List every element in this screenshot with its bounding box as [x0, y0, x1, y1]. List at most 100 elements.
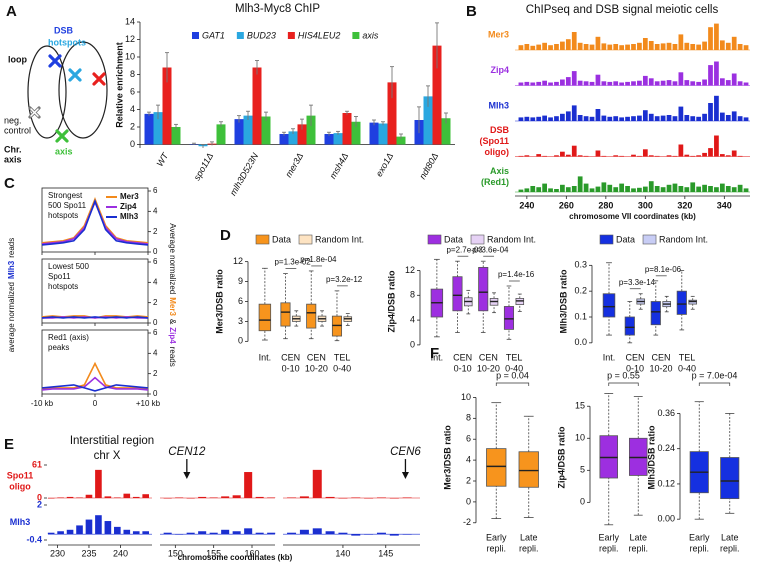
axis-label: average normalized Mlh3 reads	[7, 238, 16, 353]
diagram-label: control	[4, 125, 31, 135]
bar	[234, 119, 244, 145]
y-tick-label: 8	[466, 413, 471, 423]
bar	[279, 134, 289, 145]
signal-bar	[518, 45, 524, 50]
signal-bar	[565, 77, 571, 86]
signal-bar	[648, 113, 654, 121]
signal-bar	[607, 184, 613, 192]
legend-label: Random Int.	[659, 234, 708, 244]
signal-bar	[530, 82, 536, 86]
x-tick-label: +10 kb	[136, 399, 161, 408]
y-tick-label: 12	[233, 256, 243, 266]
signal-bar	[542, 115, 547, 121]
y-tick-label: 6	[238, 296, 243, 306]
signal-bar	[565, 39, 571, 50]
bar	[243, 115, 253, 145]
signal-bar	[123, 493, 131, 498]
diagram-label: loop	[8, 54, 27, 64]
signal-bar	[583, 81, 589, 86]
signal-bar	[589, 188, 595, 192]
legend-label: GAT1	[202, 30, 225, 40]
signal-bar	[548, 117, 553, 121]
x-tick-label: repli.	[689, 543, 709, 553]
signal-bar	[571, 105, 577, 121]
box	[452, 276, 463, 312]
signal-bar	[743, 45, 749, 50]
signal-bar	[666, 115, 672, 121]
p-value: p=2.7e-03	[446, 245, 483, 254]
signal-bar	[702, 152, 707, 157]
y-axis-label: Mer3/DSB ratio	[442, 425, 452, 490]
bar	[396, 136, 406, 145]
legend-label: Data	[272, 234, 291, 244]
axis-label-part: Mlh3	[7, 260, 16, 279]
y2-tick-label: 4	[153, 348, 158, 357]
y-tick-label: 6	[466, 434, 471, 444]
signal-bar	[536, 116, 542, 121]
panel-title: Red1 (axis)	[48, 333, 89, 342]
signal-bar	[595, 74, 601, 86]
marker-label: CEN12	[168, 446, 206, 458]
legend-label: Zip4	[120, 202, 137, 211]
p-value: p=1.8e-04	[300, 255, 337, 264]
y2-tick-label: 0	[153, 318, 158, 327]
signal-bar	[702, 113, 707, 121]
signal-bar	[583, 116, 589, 121]
y-tick-label: 0.36	[657, 408, 675, 418]
y2-tick-label: 6	[153, 328, 158, 337]
x-tick-label: CEN	[625, 352, 644, 362]
x-tick-label: 10-20	[649, 363, 672, 373]
marker-arrowhead	[183, 472, 191, 479]
bar	[387, 82, 397, 145]
x-tick-label: 140	[335, 548, 350, 558]
signal-bar	[186, 532, 195, 535]
signal-bar	[338, 532, 348, 535]
signal-bar	[114, 526, 121, 535]
y2-tick-label: 2	[153, 227, 158, 236]
signal-bar	[524, 81, 530, 86]
bar	[351, 121, 361, 145]
legend-label: Random Int.	[487, 234, 536, 244]
bar	[297, 124, 307, 145]
profile-line	[41, 316, 149, 319]
signal-bar	[619, 82, 625, 86]
signal-bar	[631, 154, 636, 157]
signal-bar	[637, 42, 642, 50]
signal-bar	[684, 187, 690, 192]
y-tick-label: 0.3	[574, 260, 587, 270]
signal-bar	[696, 44, 702, 50]
x-tick-label: 155	[206, 548, 221, 558]
bar	[378, 123, 388, 145]
y-tick-label: 10	[125, 51, 135, 61]
x-tick-label: Late	[721, 532, 739, 542]
y-tick-label: 0.00	[657, 514, 675, 524]
signal-bar	[672, 44, 678, 50]
axis-label-part: Average normalized	[168, 223, 177, 294]
signal-bar	[684, 115, 690, 121]
x-tick-label: 0-10	[626, 363, 644, 373]
signal-bar	[132, 496, 140, 498]
x-tick-label: msh4Δ	[328, 151, 351, 180]
signal-bar	[725, 155, 731, 157]
signal-bar	[725, 115, 731, 121]
diagram-label: axis	[4, 154, 22, 164]
diagram-label: DSB	[54, 25, 74, 35]
signal-bar	[708, 186, 713, 192]
signal-bar	[577, 115, 583, 121]
signal-bar	[613, 81, 619, 86]
signal-bar	[607, 81, 613, 86]
x-tick-label: mer3Δ	[283, 151, 305, 179]
signal-bar	[684, 80, 690, 86]
signal-bar	[631, 188, 636, 192]
bar	[369, 122, 379, 145]
legend-label: axis	[362, 30, 379, 40]
legend-label: Mer3	[120, 192, 139, 201]
signal-bar	[530, 186, 536, 192]
signal-bar	[595, 109, 601, 121]
x-tick-label: 235	[81, 548, 96, 558]
signal-bar	[554, 116, 559, 121]
signal-bar	[625, 44, 630, 50]
track-label: Mlh3	[488, 100, 509, 110]
bar	[261, 116, 271, 145]
legend-label: Data	[444, 234, 463, 244]
